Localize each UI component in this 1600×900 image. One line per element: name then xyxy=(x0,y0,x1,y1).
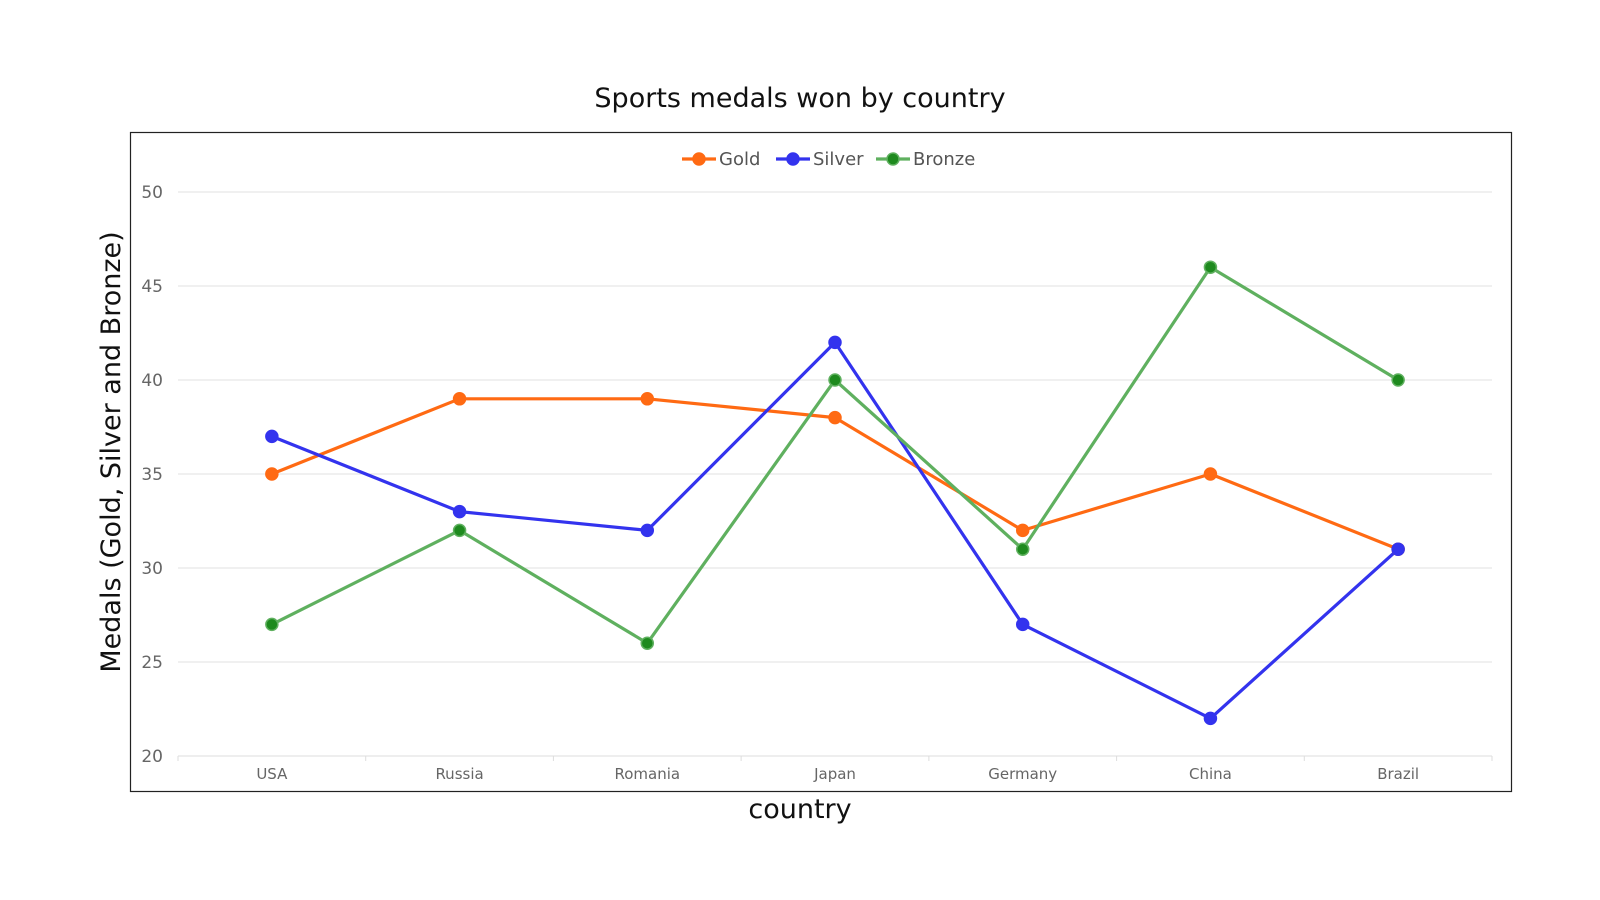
y-tick-label: 45 xyxy=(141,277,163,297)
legend-label-bronze: Bronze xyxy=(913,149,975,170)
data-point-bronze xyxy=(1203,260,1218,274)
y-tick-label: 50 xyxy=(141,183,163,203)
x-axis-title: country xyxy=(748,794,851,825)
x-tick-label: Romania xyxy=(614,765,680,783)
data-point-gold xyxy=(1203,467,1218,481)
data-point-bronze xyxy=(265,617,279,632)
y-tick-label: 40 xyxy=(141,371,163,391)
x-tick-label: Brazil xyxy=(1377,765,1419,783)
legend-label-gold: Gold xyxy=(719,149,760,170)
y-tick-label: 20 xyxy=(141,747,163,767)
legend-marker-bronze xyxy=(886,152,900,166)
data-point-silver xyxy=(265,429,279,444)
data-point-silver xyxy=(828,335,842,350)
y-axis-ticks: 20 25 30 35 40 45 50 xyxy=(141,183,163,767)
data-point-gold xyxy=(640,392,655,406)
grid-lines xyxy=(178,191,1492,663)
y-tick-label: 25 xyxy=(141,653,163,673)
legend: Gold Silver Bronze xyxy=(682,149,975,170)
x-axis: USA Russia Romania Japan Germany China Brazil xyxy=(177,755,1493,783)
data-point-silver xyxy=(640,523,655,538)
x-tick-label: China xyxy=(1189,765,1232,783)
legend-marker-silver xyxy=(786,152,800,166)
data-point-gold xyxy=(452,392,467,406)
x-tick-label: USA xyxy=(256,765,288,783)
data-point-silver xyxy=(452,504,467,519)
series-group xyxy=(265,260,1405,726)
data-point-silver xyxy=(1015,617,1030,632)
data-point-bronze xyxy=(452,523,467,538)
series-line-bronze xyxy=(271,265,1399,645)
data-point-bronze xyxy=(640,636,655,650)
data-point-gold xyxy=(265,467,279,481)
data-point-bronze xyxy=(1015,542,1030,556)
x-tick-label: Japan xyxy=(813,765,856,783)
plot-frame xyxy=(129,131,1513,793)
chart-title: Sports medals won by country xyxy=(594,83,1005,114)
data-point-silver xyxy=(1203,711,1218,726)
data-point-gold xyxy=(1015,523,1030,538)
y-tick-label: 30 xyxy=(141,559,163,579)
data-point-bronze xyxy=(1391,373,1405,387)
data-point-silver xyxy=(1391,542,1405,556)
legend-marker-gold xyxy=(692,152,706,166)
x-tick-label: Germany xyxy=(988,765,1057,783)
legend-label-silver: Silver xyxy=(813,149,864,170)
y-tick-label: 35 xyxy=(141,465,163,485)
data-point-bronze xyxy=(828,373,842,387)
data-point-gold xyxy=(828,410,842,425)
y-axis-title: Medals (Gold, Silver and Bronze) xyxy=(96,231,127,672)
x-tick-label: Russia xyxy=(435,765,483,783)
